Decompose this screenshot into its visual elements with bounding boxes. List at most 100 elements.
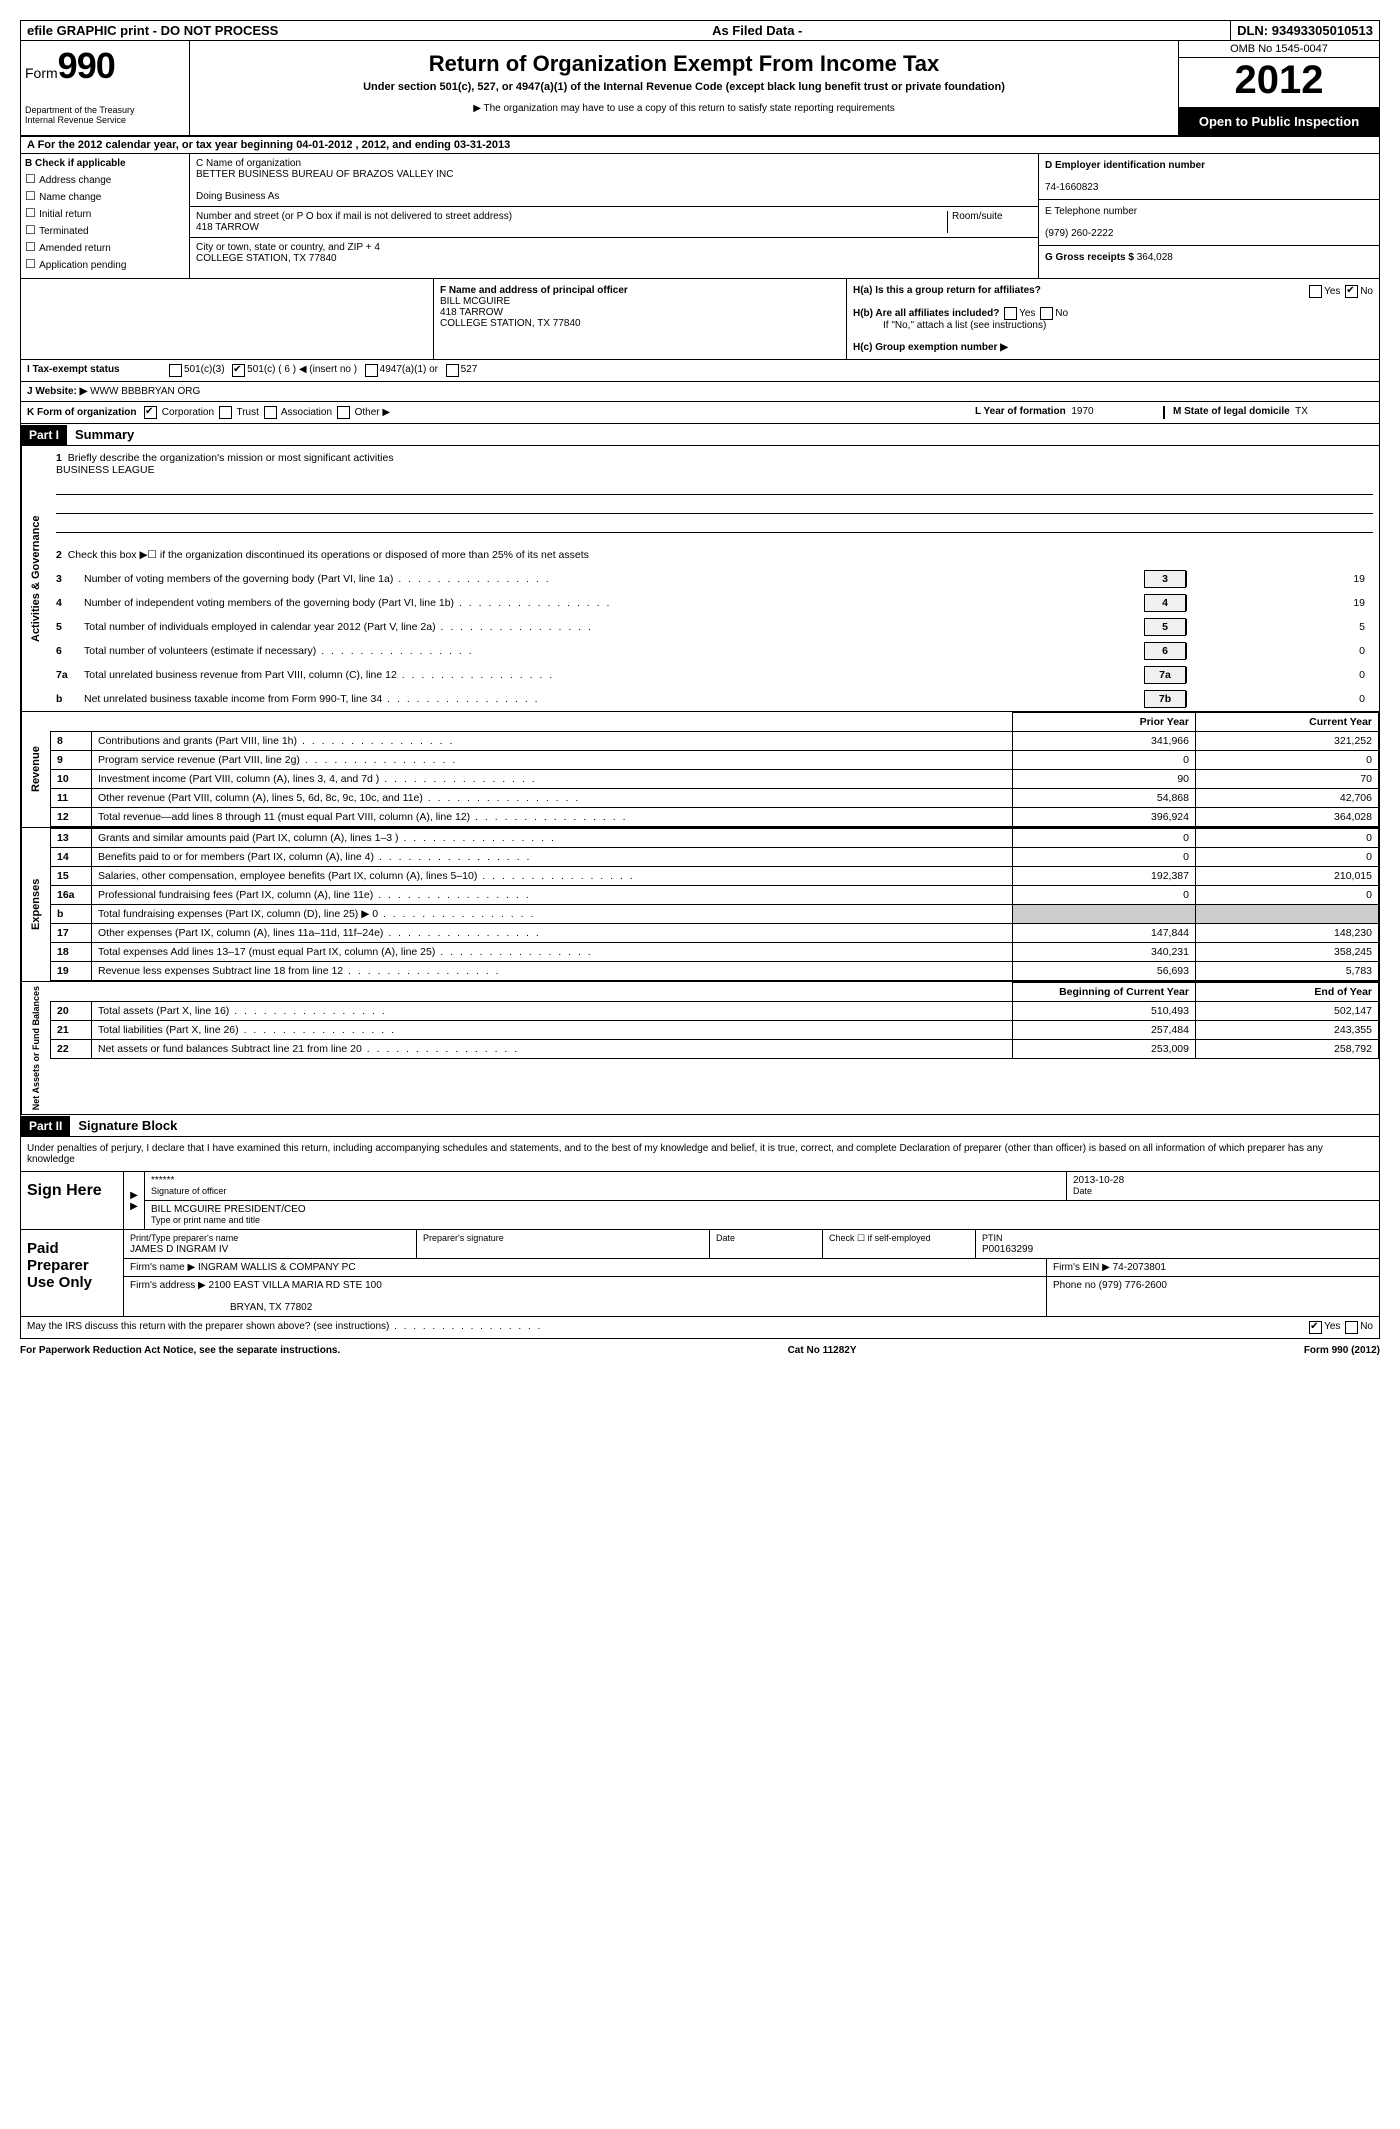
footer-cat: Cat No 11282Y	[788, 1345, 857, 1356]
chk-pending[interactable]: Application pending	[25, 257, 185, 271]
form-title: Return of Organization Exempt From Incom…	[196, 51, 1172, 77]
discuss-yes[interactable]	[1309, 1321, 1322, 1334]
top-bar: efile GRAPHIC print - DO NOT PROCESS As …	[20, 20, 1380, 41]
hb-no[interactable]	[1040, 307, 1053, 320]
city: COLLEGE STATION, TX 77840	[196, 253, 1032, 264]
officer-street: 418 TARROW	[440, 307, 503, 318]
data-row: 19Revenue less expenses Subtract line 18…	[51, 962, 1379, 981]
hc-label: H(c) Group exemption number ▶	[853, 342, 1008, 353]
ha-yes[interactable]	[1309, 285, 1322, 298]
data-row: 14Benefits paid to or for members (Part …	[51, 848, 1379, 867]
line1-label: Briefly describe the organization's miss…	[68, 452, 394, 464]
form-note: The organization may have to use a copy …	[196, 103, 1172, 114]
ein: 74-1660823	[1045, 182, 1098, 193]
chk-trust[interactable]	[219, 406, 232, 419]
chk-527[interactable]	[446, 364, 459, 377]
section-h: H(a) Is this a group return for affiliat…	[846, 279, 1379, 359]
part2-header: Part II Signature Block	[20, 1115, 1380, 1137]
data-row: 22Net assets or fund balances Subtract l…	[51, 1040, 1379, 1059]
firm-city: BRYAN, TX 77802	[130, 1302, 312, 1313]
section-f-h: F Name and address of principal officer …	[20, 279, 1380, 360]
data-row: 8Contributions and grants (Part VIII, li…	[51, 732, 1379, 751]
revenue-section: Revenue Prior YearCurrent Year 8Contribu…	[20, 712, 1380, 828]
chk-name-change[interactable]: Name change	[25, 189, 185, 203]
firm-phone: (979) 776-2600	[1099, 1280, 1167, 1291]
mission-line	[56, 499, 1373, 514]
chk-assoc[interactable]	[264, 406, 277, 419]
self-employed-check[interactable]: Check ☐ if self-employed	[823, 1230, 976, 1258]
data-row: 17Other expenses (Part IX, column (A), l…	[51, 924, 1379, 943]
form-number: Form990	[25, 45, 185, 87]
gross-label: G Gross receipts $	[1045, 252, 1134, 263]
chk-initial-return[interactable]: Initial return	[25, 206, 185, 220]
chk-4947[interactable]	[365, 364, 378, 377]
data-row: bTotal fundraising expenses (Part IX, co…	[51, 905, 1379, 924]
line2-label: Check this box ▶☐ if the organization di…	[68, 549, 589, 561]
header-title-block: Return of Organization Exempt From Incom…	[190, 41, 1178, 135]
sig-date: 2013-10-28	[1073, 1175, 1124, 1186]
chk-corp[interactable]	[144, 406, 157, 419]
gross-amount: 364,028	[1137, 252, 1173, 263]
room-label: Room/suite	[947, 211, 1032, 233]
chk-amended[interactable]: Amended return	[25, 240, 185, 254]
form-subtitle: Under section 501(c), 527, or 4947(a)(1)…	[196, 81, 1172, 93]
data-row: 21Total liabilities (Part X, line 26)257…	[51, 1021, 1379, 1040]
section-b: B Check if applicable Address change Nam…	[21, 154, 190, 278]
tax-year: 2012	[1179, 58, 1379, 108]
summary-line: 3Number of voting members of the governi…	[50, 567, 1379, 591]
revenue-table: Prior YearCurrent Year 8Contributions an…	[50, 712, 1379, 827]
section-d-e-g: D Employer identification number 74-1660…	[1038, 154, 1379, 278]
open-to-public: Open to Public Inspection	[1179, 108, 1379, 135]
summary-line: 5Total number of individuals employed in…	[50, 615, 1379, 639]
form-header: Form990 Department of the Treasury Inter…	[20, 41, 1380, 137]
org-name-label: C Name of organization	[196, 158, 1032, 169]
data-row: 16aProfessional fundraising fees (Part I…	[51, 886, 1379, 905]
city-label: City or town, state or country, and ZIP …	[196, 242, 1032, 253]
section-i: I Tax-exempt status 501(c)(3) 501(c) ( 6…	[20, 360, 1380, 382]
data-row: 11Other revenue (Part VIII, column (A), …	[51, 789, 1379, 808]
summary-line: 6Total number of volunteers (estimate if…	[50, 639, 1379, 663]
as-filed: As Filed Data -	[706, 21, 808, 40]
part1-header: Part I Summary	[20, 424, 1380, 446]
section-j: J Website: ▶ WWW BBBBRYAN ORG	[20, 382, 1380, 402]
summary-line: bNet unrelated business taxable income f…	[50, 687, 1379, 711]
data-row: 12Total revenue—add lines 8 through 11 (…	[51, 808, 1379, 827]
dba-label: Doing Business As	[196, 191, 1032, 202]
phone: (979) 260-2222	[1045, 228, 1113, 239]
street: 418 TARROW	[196, 222, 947, 233]
summary-line: 4Number of independent voting members of…	[50, 591, 1379, 615]
officer-city: COLLEGE STATION, TX 77840	[440, 318, 581, 329]
firm-addr: 2100 EAST VILLA MARIA RD STE 100	[209, 1280, 382, 1291]
ein-label: D Employer identification number	[1045, 160, 1205, 171]
chk-other[interactable]	[337, 406, 350, 419]
discuss-no[interactable]	[1345, 1321, 1358, 1334]
net-assets-table: Beginning of Current YearEnd of Year 20T…	[50, 982, 1379, 1059]
mission-line	[56, 480, 1373, 495]
data-row: 18Total expenses Add lines 13–17 (must e…	[51, 943, 1379, 962]
firm-ein: 74-2073801	[1113, 1262, 1166, 1273]
chk-501c3[interactable]	[169, 364, 182, 377]
sig-redacted: ******	[151, 1175, 174, 1186]
preparer-name: JAMES D INGRAM IV	[130, 1244, 228, 1255]
data-row: 20Total assets (Part X, line 16)510,4935…	[51, 1002, 1379, 1021]
footer-left: For Paperwork Reduction Act Notice, see …	[20, 1345, 340, 1356]
header-left: Form990 Department of the Treasury Inter…	[21, 41, 190, 135]
officer-name: BILL MCGUIRE	[440, 296, 510, 307]
mission: BUSINESS LEAGUE	[56, 464, 155, 476]
omb-number: OMB No 1545-0047	[1179, 41, 1379, 58]
tax-year-row: A For the 2012 calendar year, or tax yea…	[20, 137, 1380, 154]
firm-name: INGRAM WALLIS & COMPANY PC	[198, 1262, 356, 1273]
net-assets-section: Net Assets or Fund Balances Beginning of…	[20, 982, 1380, 1115]
expenses-section: Expenses 13Grants and similar amounts pa…	[20, 828, 1380, 982]
chk-501c[interactable]	[232, 364, 245, 377]
signature-block: Under penalties of perjury, I declare th…	[20, 1137, 1380, 1339]
phone-label: E Telephone number	[1045, 206, 1137, 217]
chk-terminated[interactable]: Terminated	[25, 223, 185, 237]
hb-yes[interactable]	[1004, 307, 1017, 320]
website: WWW BBBBRYAN ORG	[90, 386, 200, 397]
ptin: P00163299	[982, 1244, 1033, 1255]
data-row: 13Grants and similar amounts paid (Part …	[51, 829, 1379, 848]
ha-no[interactable]	[1345, 285, 1358, 298]
section-k: K Form of organization Corporation Trust…	[20, 402, 1380, 424]
chk-address-change[interactable]: Address change	[25, 172, 185, 186]
